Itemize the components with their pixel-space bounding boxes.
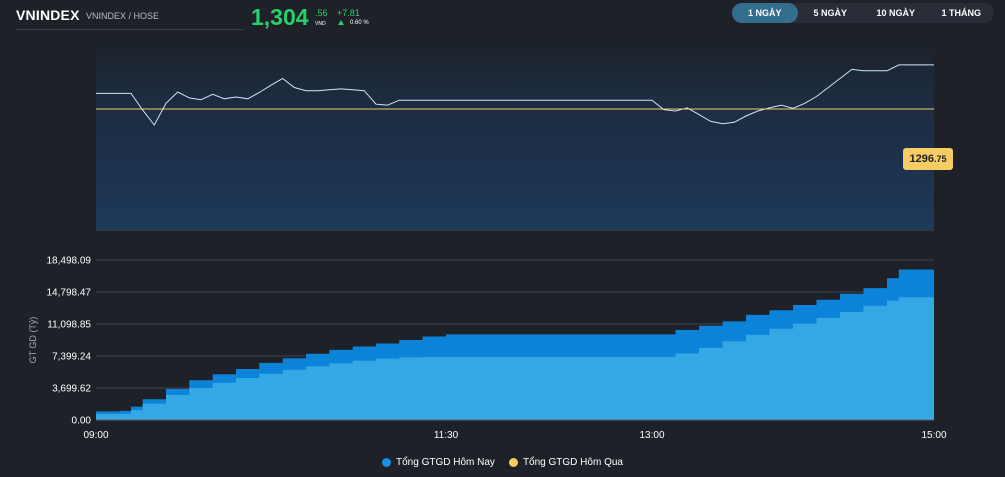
tab-1-day[interactable]: 1 NGÀY	[732, 3, 798, 23]
y-tick-label: 18,498.09	[47, 256, 92, 267]
index-name: VNINDEX	[16, 7, 80, 23]
legend-label-yesterday: Tổng GTGD Hôm Qua	[522, 456, 623, 468]
y-tick-label: 14,798.47	[47, 288, 92, 299]
price-unit: VND	[315, 21, 326, 27]
y-tick-label: 7,399.24	[52, 351, 91, 362]
price-area	[96, 64, 934, 231]
reference-price: 1296	[909, 153, 934, 165]
legend-dot-today	[382, 457, 392, 467]
legend-dot-yesterday	[508, 457, 518, 467]
index-change-percent: 0.60 %	[350, 20, 369, 26]
x-tick-label: 15:00	[921, 430, 946, 441]
index-price: 1,304	[251, 4, 309, 30]
reference-price-badge: 1296.75	[903, 148, 953, 170]
legend-item-today[interactable]: Tổng GTGD Hôm Nay	[382, 454, 495, 470]
up-arrow-icon	[338, 20, 344, 25]
index-price-decimal: .56	[315, 8, 328, 18]
price-chart	[96, 40, 934, 231]
index-exchange: VNINDEX / HOSE	[86, 11, 160, 21]
price-line	[96, 64, 934, 126]
x-tick-label: 09:00	[83, 430, 108, 441]
tab-1-month[interactable]: 1 THÁNG	[941, 8, 981, 18]
y-tick-label: 3,699.62	[52, 383, 91, 394]
tab-5-days[interactable]: 5 NGÀY	[813, 8, 847, 18]
legend-label-today: Tổng GTGD Hôm Nay	[396, 456, 495, 468]
y-axis-title: GT GD (Tỷ)	[28, 317, 38, 364]
reference-price-decimal: .75	[933, 154, 947, 164]
tab-10-days[interactable]: 10 NGÀY	[876, 8, 915, 18]
x-tick-label: 13:00	[639, 430, 664, 441]
index-change: +7.81	[337, 8, 360, 18]
y-tick-label: 11,098.85	[47, 320, 91, 331]
header: VNINDEX VNINDEX / HOSE 1,304 .56 VND +7.…	[0, 0, 1005, 32]
y-tick-label: 0.00	[72, 416, 92, 427]
series-yesterday-area	[96, 292, 934, 420]
legend: Tổng GTGD Hôm Nay Tổng GTGD Hôm Qua	[0, 454, 1005, 470]
time-range-tabs: 1 NGÀY 5 NGÀY 10 NGÀY 1 THÁNG	[732, 3, 994, 23]
value-chart: 0.00 3,699.62 7,399.24 11,098.85 14,798.47 18…	[28, 256, 947, 442]
index-title-block: VNINDEX VNINDEX / HOSE	[16, 6, 244, 30]
x-tick-label: 11:30	[434, 430, 459, 441]
legend-item-yesterday[interactable]: Tổng GTGD Hôm Qua	[508, 454, 623, 470]
price-plot-area	[96, 40, 934, 230]
